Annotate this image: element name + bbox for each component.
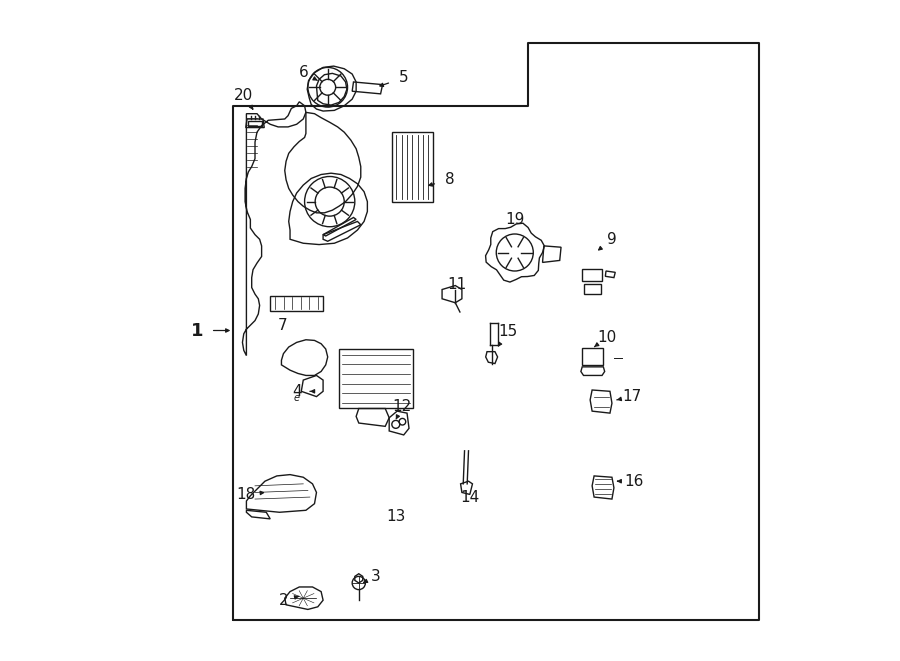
Text: 12: 12 — [392, 399, 412, 414]
Bar — [392, 132, 433, 202]
Text: 1: 1 — [191, 321, 203, 340]
Text: 10: 10 — [598, 330, 616, 344]
Text: 3: 3 — [371, 569, 381, 584]
Text: 2: 2 — [279, 593, 288, 607]
Text: 16: 16 — [624, 474, 644, 488]
Text: 6: 6 — [299, 65, 308, 80]
Text: 14: 14 — [460, 490, 480, 504]
Text: 18: 18 — [237, 487, 256, 502]
Text: 9: 9 — [608, 232, 616, 247]
Bar — [270, 296, 323, 311]
Text: 4: 4 — [292, 384, 302, 399]
Text: 17: 17 — [623, 389, 642, 404]
Text: 19: 19 — [505, 212, 525, 227]
Text: 15: 15 — [499, 325, 517, 339]
Bar — [582, 269, 602, 281]
Text: 8: 8 — [446, 173, 454, 187]
Text: 13: 13 — [386, 510, 406, 524]
Bar — [582, 348, 603, 365]
Text: e: e — [293, 393, 300, 403]
Bar — [583, 284, 600, 294]
Bar — [339, 349, 413, 408]
Text: 20: 20 — [234, 89, 254, 103]
Text: 11: 11 — [447, 277, 466, 292]
Text: 5: 5 — [399, 71, 409, 85]
Text: 7: 7 — [277, 318, 287, 332]
